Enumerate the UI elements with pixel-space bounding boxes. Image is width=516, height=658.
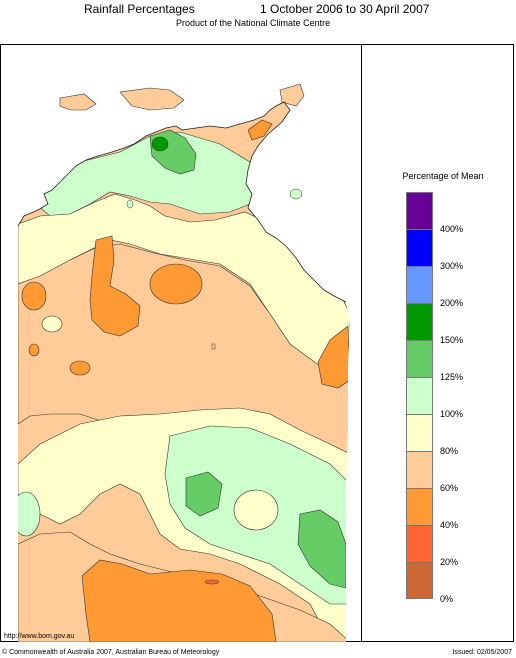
legend-swatch bbox=[406, 266, 433, 303]
legend-label: 150% bbox=[440, 335, 464, 345]
island-groote bbox=[279, 83, 305, 107]
map-title: Rainfall Percentages bbox=[84, 2, 195, 16]
legend-title: Percentage of Mean bbox=[402, 171, 484, 181]
frame-divider bbox=[361, 44, 362, 642]
island-small-2 bbox=[126, 199, 134, 209]
footer-copyright: © Commonwealth of Australia 2007, Austra… bbox=[2, 649, 220, 656]
zone-north-150-plus bbox=[151, 136, 169, 152]
legend-swatch bbox=[406, 340, 433, 377]
rainfall-map bbox=[17, 83, 350, 642]
legend-swatch bbox=[406, 303, 433, 340]
legend-swatch bbox=[406, 525, 433, 562]
island-orange bbox=[247, 119, 273, 141]
legend-label: 40% bbox=[440, 520, 459, 530]
island-melville bbox=[59, 93, 97, 111]
island-small-3 bbox=[211, 343, 216, 350]
zone-cream-spot bbox=[41, 315, 63, 333]
legend-label: 0% bbox=[440, 594, 454, 604]
zone-orange-sw2 bbox=[28, 343, 40, 357]
map-subtitle: Product of the National Climate Centre bbox=[176, 18, 331, 28]
legend-label: 80% bbox=[440, 446, 459, 456]
footer-issued: Issued: 02/05/2007 bbox=[452, 649, 512, 656]
zone-se-125-150-b bbox=[297, 509, 347, 589]
zone-orange-centre bbox=[149, 263, 203, 305]
island-small-1 bbox=[289, 188, 303, 200]
zone-south-40-60 bbox=[81, 559, 277, 642]
legend-swatch bbox=[406, 488, 433, 525]
zone-orange-sw1 bbox=[21, 281, 47, 311]
legend-swatch bbox=[406, 192, 433, 229]
legend-label: 300% bbox=[440, 261, 464, 271]
zone-se-125-150-a bbox=[185, 471, 223, 517]
zone-orange-small bbox=[69, 360, 91, 376]
legend-swatch bbox=[406, 414, 433, 451]
legend-swatch bbox=[406, 451, 433, 488]
coastline bbox=[17, 101, 347, 303]
island-bathurst bbox=[119, 87, 185, 111]
legend-swatch bbox=[406, 562, 433, 599]
legend-label: 200% bbox=[440, 298, 464, 308]
map-date-range: 1 October 2006 to 30 April 2007 bbox=[260, 2, 430, 16]
legend-label: 400% bbox=[440, 224, 464, 234]
zone-orange-east bbox=[317, 325, 350, 389]
legend-label: 125% bbox=[440, 372, 464, 382]
zone-south-20-40 bbox=[204, 579, 220, 585]
legend-swatch bbox=[406, 229, 433, 266]
legend-swatch bbox=[406, 377, 433, 414]
zone-se-cream bbox=[233, 489, 279, 531]
zone-orange-west bbox=[89, 235, 141, 337]
legend-label: 60% bbox=[440, 483, 459, 493]
zone-west-100-125 bbox=[18, 491, 41, 537]
footer-url[interactable]: http://www.bom.gov.au bbox=[4, 633, 75, 640]
legend-label: 100% bbox=[440, 409, 464, 419]
legend-label: 20% bbox=[440, 557, 459, 567]
